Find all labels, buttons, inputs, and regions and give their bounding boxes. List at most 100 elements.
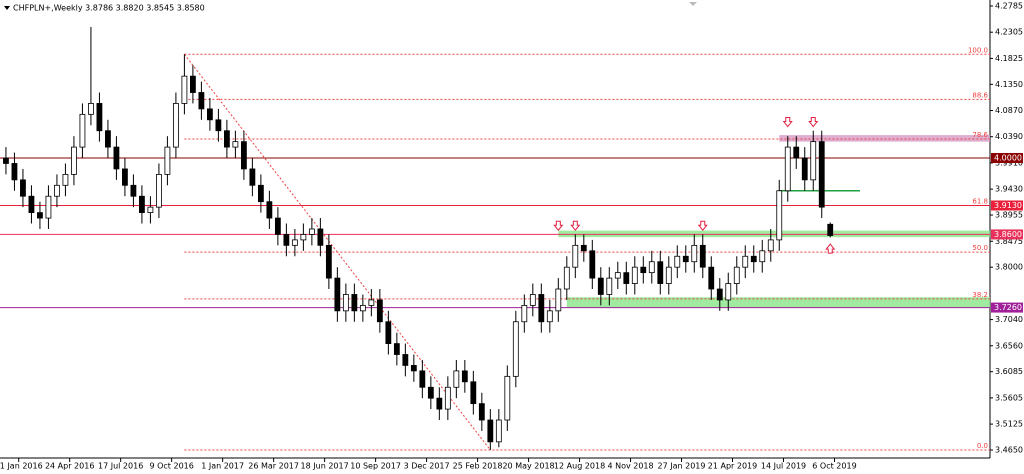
price-box [991, 302, 1023, 313]
candle-body [623, 272, 630, 284]
candle-body [665, 266, 672, 284]
candle-body [521, 304, 528, 323]
candle-body [88, 103, 94, 115]
x-tick-label: 25 Feb 2018 [453, 462, 503, 471]
candle-body [767, 239, 774, 252]
zone [558, 230, 990, 238]
candle-body [538, 294, 545, 323]
x-tick-label: 12 Aug 2018 [554, 462, 605, 471]
y-tick-label: 3.9430 [995, 185, 1023, 194]
candle-body [274, 217, 281, 235]
fib-trend [184, 54, 491, 451]
header-icon [4, 6, 10, 10]
candle-body [546, 310, 553, 323]
candle-body [674, 255, 681, 268]
candle-body [198, 92, 205, 110]
candle-body [504, 375, 511, 421]
x-tick-label: 1 Jan 2017 [201, 462, 244, 471]
x-tick-label: 26 Mar 2017 [248, 462, 299, 471]
x-tick-label: 3 Dec 2017 [404, 462, 450, 471]
candle-body [334, 277, 341, 312]
fib-label: 61.8 [972, 198, 988, 206]
price-box-label: 3.7260 [994, 303, 1022, 312]
candle-body [223, 130, 230, 148]
candle-body [317, 228, 324, 246]
candle-body [708, 266, 715, 290]
candle-body [742, 255, 749, 268]
x-tick-label: 27 Jan 2019 [658, 462, 706, 471]
fib-label: 100.0 [968, 46, 988, 54]
x-tick-label: 6 Oct 2019 [812, 462, 856, 471]
candle-body [300, 234, 307, 241]
candle-body [215, 119, 222, 132]
candle-body [62, 173, 69, 186]
candle-body [164, 146, 171, 175]
zone [566, 297, 990, 308]
candle-body [606, 277, 613, 295]
candle-body [283, 234, 290, 246]
price-box [991, 153, 1023, 164]
x-tick-label: 31 Jan 2016 [0, 462, 43, 471]
arrow-marker [570, 220, 581, 232]
y-tick-label: 3.8475 [995, 237, 1023, 246]
arrow-marker [697, 220, 708, 232]
y-tick-label: 4.1825 [995, 54, 1023, 63]
candle-body [512, 321, 519, 377]
candle-body [325, 244, 332, 279]
candle-body [402, 354, 409, 366]
y-tick-label: 3.6085 [995, 367, 1023, 376]
candle-body [691, 244, 698, 263]
x-tick-label: 18 Jun 2017 [301, 462, 349, 471]
candle-body [359, 304, 366, 312]
candle-body [3, 157, 9, 164]
candle-body [291, 239, 298, 246]
candle-body [682, 255, 689, 263]
candle-body [393, 343, 400, 355]
candle-body [11, 163, 18, 181]
candle-body [801, 157, 808, 181]
candle-body [37, 212, 43, 219]
y-tick-label: 3.6560 [995, 341, 1023, 350]
candle-body [614, 272, 621, 279]
y-tick-label: 3.5125 [995, 420, 1023, 429]
arrow-marker [808, 117, 819, 128]
candle-body [71, 146, 77, 175]
x-tick-label: 17 Jul 2016 [98, 462, 143, 471]
candle-body [461, 370, 468, 383]
candle-body [54, 184, 60, 197]
candle-body [495, 419, 502, 443]
candle-body [640, 266, 647, 274]
y-tick-label: 4.1350 [995, 80, 1023, 89]
candle-body [257, 184, 264, 203]
fib-label: 50.0 [972, 244, 988, 252]
candle-body [232, 141, 239, 148]
y-tick-label: 3.8955 [995, 211, 1023, 220]
candle-body [419, 370, 426, 388]
x-tick-label: 24 Apr 2016 [45, 462, 94, 471]
y-tick-label: 4.2785 [995, 2, 1023, 11]
candle-body [156, 173, 162, 208]
candle-body [750, 255, 757, 263]
y-tick-label: 3.5605 [995, 393, 1023, 402]
shift-marker [689, 2, 697, 6]
candle-body [810, 141, 817, 181]
candle-body [597, 277, 604, 295]
candle-body [818, 141, 825, 208]
chart-title: CHFPLN+,Weekly 3.8786 3.8820 3.8545 3.85… [13, 4, 205, 13]
candle-body [470, 381, 477, 405]
y-tick-label: 3.4650 [995, 446, 1023, 455]
candle-body [487, 419, 494, 443]
candle-body [173, 103, 179, 148]
x-tick-label: 14 Jul 2019 [761, 462, 806, 471]
x-tick-label: 20 May 2018 [502, 462, 554, 471]
y-tick-label: 4.0870 [995, 106, 1023, 115]
zone [779, 135, 990, 142]
candle-body [555, 288, 562, 312]
candle-body [827, 223, 834, 236]
y-tick-label: 3.7040 [995, 315, 1023, 324]
candle-body [308, 228, 315, 235]
price-box-label: 3.8600 [994, 230, 1022, 239]
candle-body [20, 179, 26, 197]
candle-body [206, 108, 213, 121]
candle-body [181, 75, 188, 104]
